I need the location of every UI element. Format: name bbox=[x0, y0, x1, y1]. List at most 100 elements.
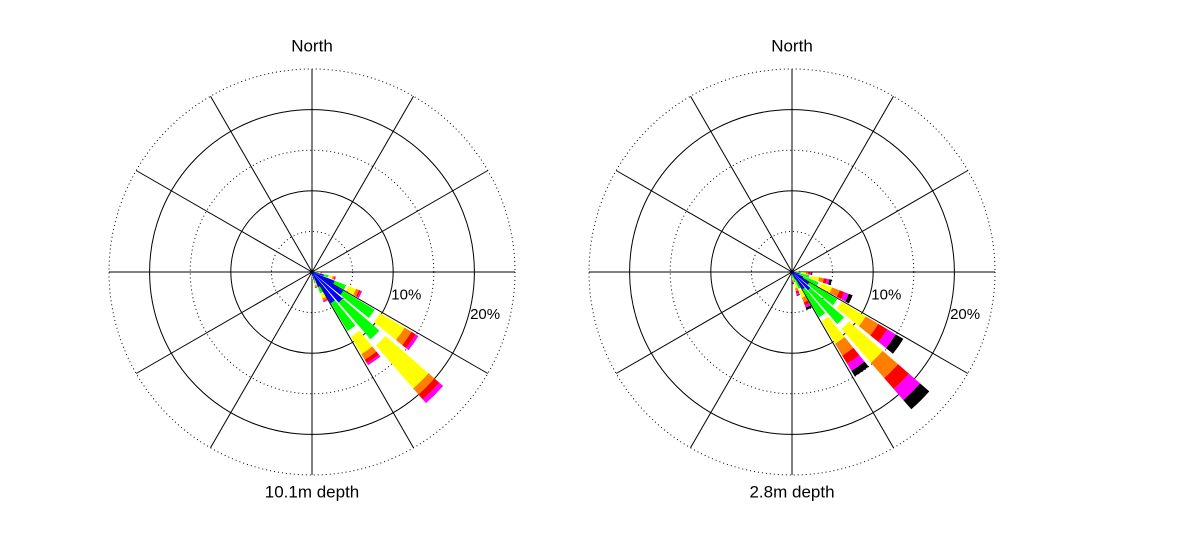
petal-segment bbox=[314, 286, 318, 288]
petal-segment bbox=[406, 334, 419, 351]
petal-segment bbox=[792, 283, 794, 285]
petal-segment bbox=[803, 300, 810, 306]
spoke bbox=[135, 271, 313, 374]
petal-segment bbox=[312, 272, 320, 288]
petal-segment bbox=[340, 290, 375, 318]
petal-segment bbox=[320, 291, 324, 295]
spoke bbox=[210, 95, 313, 273]
petal-segment bbox=[796, 270, 799, 272]
petal-segment bbox=[825, 278, 830, 285]
petal-segment bbox=[884, 364, 910, 390]
petal-segment bbox=[312, 272, 315, 280]
petal-segment bbox=[819, 313, 829, 322]
spoke bbox=[311, 271, 414, 449]
petal-segment bbox=[801, 296, 808, 303]
petal-segment bbox=[796, 272, 801, 274]
petal-segment bbox=[320, 272, 321, 274]
ring bbox=[710, 190, 874, 354]
petal-segment bbox=[314, 282, 317, 286]
petal-segment bbox=[356, 290, 361, 298]
petal-segment bbox=[796, 292, 800, 296]
petal-segment bbox=[807, 282, 838, 306]
north-label: North bbox=[771, 36, 813, 55]
petal-segment bbox=[816, 282, 821, 287]
petal-segment bbox=[886, 334, 904, 354]
petal-segment bbox=[835, 336, 854, 356]
ring-label: 20% bbox=[950, 306, 980, 323]
petal-segment bbox=[878, 329, 896, 349]
petal-segment bbox=[792, 280, 794, 282]
petal-segment bbox=[357, 290, 363, 298]
petal-segment bbox=[312, 272, 335, 304]
petal-segment bbox=[350, 330, 373, 355]
petal-segment bbox=[810, 275, 820, 281]
petal-segment bbox=[323, 298, 328, 302]
petal-segment bbox=[312, 272, 344, 295]
petal-segment bbox=[821, 316, 845, 344]
petal-segment bbox=[792, 272, 811, 291]
spoke bbox=[615, 170, 793, 273]
petal-segment bbox=[375, 335, 429, 389]
petal-segment bbox=[792, 282, 794, 284]
petal-segment bbox=[903, 383, 930, 410]
petal-segment bbox=[792, 272, 797, 273]
petal-segment bbox=[312, 272, 335, 284]
petal-segment bbox=[842, 347, 860, 364]
petal-segment bbox=[794, 279, 801, 289]
petal-segment bbox=[333, 280, 347, 290]
ring-label: 10% bbox=[871, 286, 901, 303]
petal-segment bbox=[811, 272, 813, 276]
petal-segment bbox=[851, 361, 869, 377]
petal-segment bbox=[799, 270, 801, 272]
ring bbox=[230, 190, 394, 354]
petal-segment bbox=[314, 285, 318, 288]
petal-segment bbox=[833, 299, 842, 309]
petal-segment bbox=[808, 275, 812, 279]
petal-segment bbox=[322, 296, 327, 301]
petal-segment bbox=[836, 301, 866, 327]
petal-segment bbox=[315, 271, 317, 272]
petal-segment bbox=[330, 300, 356, 332]
petal-segment bbox=[422, 382, 444, 404]
petal-segment bbox=[796, 294, 800, 296]
petal-segment bbox=[331, 276, 335, 280]
petal-segment bbox=[841, 292, 849, 302]
spoke bbox=[311, 95, 414, 273]
petal-segment bbox=[368, 309, 381, 323]
petal-segment bbox=[870, 323, 888, 343]
petal-segment bbox=[323, 274, 329, 278]
spoke bbox=[311, 271, 489, 374]
depth-label: 10.1m depth bbox=[265, 482, 360, 501]
petal-segment bbox=[795, 287, 799, 292]
ring-label: 10% bbox=[391, 286, 421, 303]
spoke bbox=[210, 271, 313, 449]
petal-segment bbox=[418, 378, 440, 400]
spoke bbox=[690, 95, 793, 273]
petal-segment bbox=[312, 276, 313, 278]
petal-segment bbox=[320, 272, 322, 274]
petal-segment bbox=[794, 271, 797, 272]
petal-segment bbox=[315, 270, 317, 272]
petal-segment bbox=[805, 272, 809, 275]
petal-segment bbox=[801, 272, 806, 275]
petal-segment bbox=[346, 285, 356, 295]
petal-segment bbox=[818, 283, 833, 293]
petal-segment bbox=[794, 281, 796, 284]
petal-segment bbox=[802, 276, 819, 286]
petal-segment bbox=[312, 279, 314, 281]
petal-segment bbox=[795, 290, 800, 294]
petal-segment bbox=[799, 273, 810, 278]
petal-segment bbox=[314, 270, 316, 272]
petal-segment bbox=[893, 373, 921, 401]
ring-label: 20% bbox=[470, 306, 500, 323]
petal-segment bbox=[841, 321, 883, 363]
petal-segment bbox=[804, 303, 811, 308]
petal-segment bbox=[364, 351, 379, 364]
petal-segment bbox=[808, 272, 810, 275]
petal-segment bbox=[870, 350, 899, 379]
petal-segment bbox=[328, 275, 330, 278]
petal-segment bbox=[798, 289, 806, 298]
depth-label: 2.8m depth bbox=[749, 482, 834, 501]
petal-segment bbox=[312, 271, 315, 272]
petal-segment bbox=[323, 299, 328, 303]
